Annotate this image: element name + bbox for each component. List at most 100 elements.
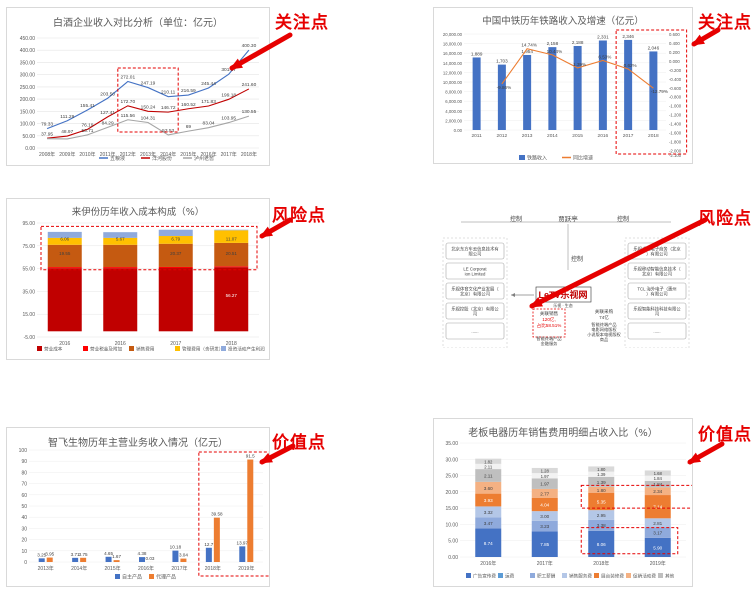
- legend-swatch: [626, 573, 631, 578]
- data-label: 39.58: [211, 512, 223, 517]
- y-tick-label: 80: [21, 470, 27, 476]
- y-tick-label: 350.00: [20, 60, 36, 66]
- data-label: 48.97: [61, 129, 73, 135]
- x-tick-label: 2010年: [79, 151, 95, 158]
- crec-combo-chart: 0.00 2,000.00 4,000.00 6,000.00 8,000.00 10,0…: [443, 29, 688, 162]
- data-label: 20.51: [226, 251, 238, 256]
- y-tick-label: 450.00: [20, 36, 36, 42]
- data-label: 103.95: [221, 116, 236, 122]
- y2-tick-label: 0.400: [669, 41, 680, 46]
- data-label: 3.23: [540, 524, 549, 529]
- data-label: 1.39: [597, 480, 606, 485]
- data-label: 53.53: [162, 128, 174, 134]
- data-label: 155.41: [80, 103, 95, 109]
- legend-swatch: [466, 573, 471, 578]
- stack-segment: [47, 268, 82, 332]
- data-label: 2.95: [597, 513, 606, 518]
- bar: [624, 39, 633, 130]
- callout-risk-2: 风险点: [698, 209, 752, 229]
- data-label: 13.97: [237, 540, 249, 545]
- stack-segment: [588, 466, 615, 472]
- stack-segment: [214, 230, 249, 243]
- data-label: 2.81: [653, 521, 662, 526]
- x-tick-label: 2011年: [100, 151, 116, 158]
- stack-segment: [47, 244, 82, 268]
- y-tick-label: 0.00: [25, 146, 35, 152]
- highlight-box: [198, 451, 269, 577]
- chart-title: 白酒企业收入对比分析（单位：亿元）: [53, 18, 223, 29]
- chart-title: 来伊份历年收入成本构成（%）: [71, 207, 205, 218]
- y-tick-label: 16,000.00: [443, 51, 463, 56]
- stack-segment: [531, 497, 558, 512]
- legend-swatch: [37, 346, 42, 351]
- data-label: 2.77: [540, 491, 549, 496]
- y-tick-label: 25.00: [445, 474, 458, 480]
- stack-segment: [103, 232, 138, 238]
- data-label: 19.55: [59, 251, 71, 256]
- legend-swatch: [175, 346, 180, 351]
- laiyifen-stacked-chart: -5.00 15.00 35.00 55.00 75.00 95.00 2016 2016 20…: [22, 221, 265, 353]
- data-label: 37.95: [41, 132, 53, 138]
- stack-segment: [644, 495, 671, 519]
- arrow-value-2: [687, 441, 725, 465]
- legend-swatch: [530, 573, 535, 578]
- data-label: 1.82: [484, 459, 493, 464]
- bar: [472, 57, 481, 130]
- stack-segment: [475, 506, 502, 518]
- entity-box: [445, 302, 505, 320]
- data-label: 160.52: [181, 102, 196, 108]
- data-label: 1,703: [496, 59, 508, 64]
- chart-panel-robam: 老板电器历年销售费用明细占收入比（%） 0.00 5.00 10.00 15.00 20…: [433, 418, 693, 587]
- data-label: 199.18: [221, 92, 236, 98]
- entity-box: [445, 242, 505, 260]
- data-label: 2,346: [622, 34, 634, 39]
- stack-segment: [158, 236, 193, 244]
- data-label: 4.04: [540, 503, 549, 508]
- stack-segment: [47, 231, 82, 238]
- chart-title: 老板电器历年销售费用明细占收入比（%）: [468, 428, 658, 439]
- bar: [180, 558, 187, 562]
- data-label: 1.68: [654, 471, 663, 476]
- y-tick-label: 20,000.00: [443, 32, 463, 37]
- bar: [239, 546, 246, 562]
- flow-note: 智能终端产品: [536, 335, 561, 342]
- data-label: 146.72: [161, 105, 176, 111]
- data-label: 91.5: [246, 454, 255, 459]
- y-tick-label: 2,000.00: [445, 118, 462, 123]
- y2-tick-label: -2.100: [669, 153, 682, 158]
- y2-tick-label: -2.000: [669, 149, 682, 154]
- flow-note: 商品: [600, 336, 608, 343]
- data-label: 301.87: [221, 67, 236, 73]
- stack-segment: [47, 237, 82, 245]
- y-tick-label: 30: [21, 526, 27, 532]
- callout-focus-1: 关注点: [275, 13, 329, 33]
- bar: [72, 557, 79, 562]
- stack-segment: [158, 243, 193, 267]
- x-tick-label: 2016年: [138, 565, 154, 572]
- stack-segment: [475, 493, 502, 507]
- flow-label: 关联采购: [595, 308, 614, 315]
- stack-segment: [588, 486, 615, 493]
- x-tick-label: 2008年: [39, 151, 55, 158]
- stack-segment: [214, 242, 249, 267]
- bar: [113, 560, 120, 562]
- y-tick-label: 55.00: [22, 267, 35, 273]
- stack-segment: [103, 268, 138, 332]
- flow-label: 占比58.51%: [537, 322, 562, 329]
- logo-text: LeTV乐视网: [538, 289, 587, 300]
- y-tick-label: 35.00: [22, 289, 35, 295]
- stack-segment: [103, 237, 138, 245]
- x-tick-label: 2016年: [200, 151, 216, 158]
- legend-label: 铁路收入: [527, 155, 547, 162]
- node-label: ）有限公司: [646, 291, 667, 298]
- x-tick-label: 2014年: [160, 151, 176, 158]
- legend-swatch: [149, 574, 154, 579]
- x-tick-label: 2017年: [537, 560, 553, 567]
- data-label: 1.39%: [573, 62, 586, 67]
- data-label: 3.17: [653, 531, 662, 536]
- data-label: 171.83: [201, 99, 216, 105]
- bar: [598, 40, 607, 130]
- node-label: 乐视智能科技科技有限公: [633, 306, 681, 313]
- data-label: 79.33: [41, 122, 53, 128]
- legend-label: 营业成本: [44, 346, 63, 353]
